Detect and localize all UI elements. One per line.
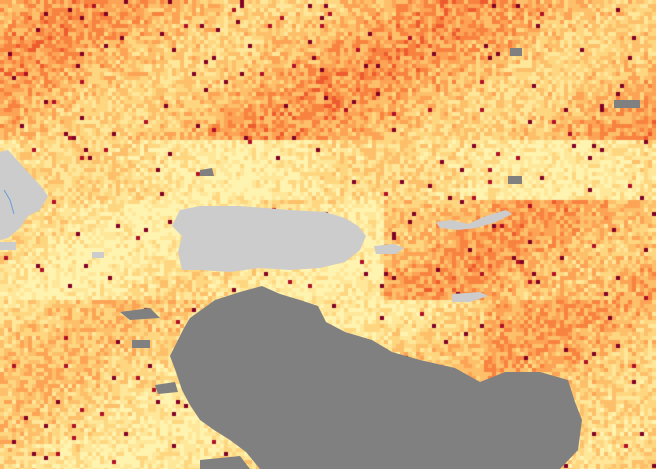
no-data-patch-6 [200, 168, 214, 176]
island-puerto-rico [172, 206, 366, 272]
no-data-region [120, 48, 640, 469]
island-small-1 [452, 292, 488, 302]
islands-virgin [436, 210, 512, 230]
island-small-2 [0, 242, 16, 250]
river [3, 189, 15, 215]
no-data-patch-1 [510, 48, 522, 56]
island-small-3 [92, 252, 104, 258]
no-data-patch-3 [120, 308, 160, 320]
no-data-patch-2 [614, 100, 640, 108]
no-data-patch-7 [508, 176, 522, 184]
island-hispaniola [0, 150, 48, 240]
no-data-mask-south [170, 286, 582, 469]
land [0, 150, 512, 302]
no-data-patch-5 [155, 382, 178, 394]
no-data-patch-4 [132, 340, 150, 348]
island-vieques [374, 244, 404, 254]
no-data-patch-8 [200, 456, 250, 469]
